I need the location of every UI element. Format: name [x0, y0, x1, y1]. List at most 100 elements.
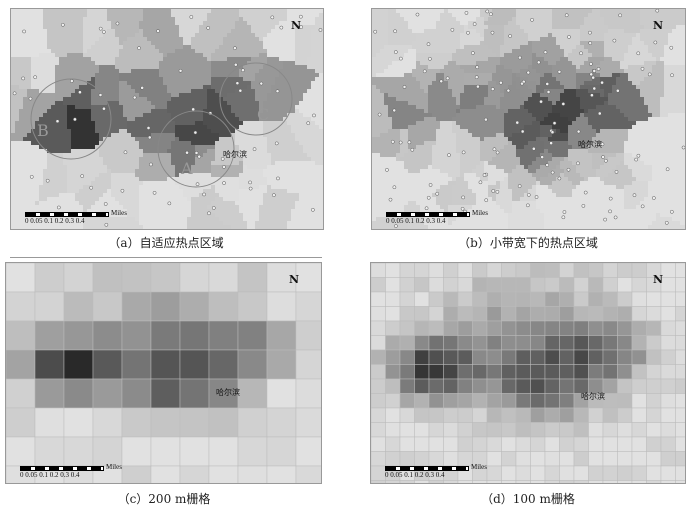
grid-cell: [646, 306, 662, 322]
grid-cell: [399, 480, 415, 483]
incident-point: [394, 224, 398, 228]
incident-point: [484, 117, 488, 122]
incident-point: [600, 142, 605, 147]
grid-cell: [443, 393, 459, 409]
incident-point: [596, 67, 601, 71]
incident-point: [233, 62, 238, 67]
north-arrow-icon: N: [652, 19, 663, 32]
map-panel-a: A B C N 哈尔滨 Miles 0 0.05 0.1 0.2 0.3 0.4: [10, 8, 324, 230]
incident-point: [460, 206, 465, 211]
grid-cell: [501, 378, 517, 394]
grid-cell: [266, 263, 297, 293]
incident-point: [185, 150, 189, 155]
grid-cell: [457, 277, 473, 293]
grid-cell: [121, 320, 152, 351]
grid-cell: [573, 263, 589, 278]
grid-cell: [617, 422, 633, 438]
grid-cell: [208, 407, 239, 438]
incident-point: [583, 190, 588, 195]
incident-point: [259, 81, 264, 86]
incident-point: [508, 34, 512, 38]
incident-point: [566, 167, 571, 172]
grid-cell: [428, 364, 444, 380]
incident-point: [612, 38, 617, 43]
grid-cell: [530, 263, 546, 278]
grid-cell: [573, 306, 589, 322]
incident-point: [520, 129, 525, 134]
map-panel-b: N 哈尔滨 Miles 0 0.05 0.1 0.2 0.3 0.4: [371, 8, 686, 230]
incident-point: [103, 202, 108, 206]
grid-cell: [588, 306, 604, 322]
grid-cell: [588, 422, 604, 438]
incident-point: [248, 180, 252, 185]
grid-cell: [602, 277, 618, 293]
grid-cell: [530, 306, 546, 322]
hotspot-label-b: B: [37, 121, 49, 140]
grid-cell: [646, 320, 662, 336]
grid-cell: [544, 306, 560, 322]
incident-point: [647, 72, 652, 77]
grid-cell: [472, 349, 488, 365]
grid-cell: [150, 263, 181, 293]
grid-cell: [237, 465, 268, 483]
incident-point: [562, 210, 567, 214]
grid-cell: [501, 393, 517, 409]
incident-point: [589, 62, 593, 66]
incident-point: [211, 206, 216, 210]
incident-point: [550, 130, 555, 135]
grid-cell: [631, 291, 647, 307]
incident-point: [80, 174, 85, 178]
incident-point: [132, 95, 137, 100]
grid-cell: [486, 465, 502, 481]
grid-cell: [675, 378, 685, 394]
grid-cell: [515, 364, 531, 380]
incident-point: [515, 120, 520, 125]
grid-cell: [544, 407, 560, 423]
grid-cell: [544, 465, 560, 481]
incident-point: [651, 196, 656, 200]
grid-cell: [544, 393, 560, 409]
grid-cell: [295, 436, 321, 467]
incident-point: [61, 22, 65, 27]
incident-point: [28, 96, 33, 101]
grid-cell: [501, 436, 517, 452]
incident-point: [603, 217, 607, 222]
grid-cell: [371, 320, 386, 336]
incident-point: [390, 139, 395, 144]
incident-point: [272, 193, 276, 197]
grid-cell: [617, 465, 633, 481]
caption-d: （d）100 m栅格: [481, 492, 575, 506]
grid-cell: [237, 291, 268, 322]
incident-point: [669, 45, 674, 50]
grid-cell: [179, 378, 210, 409]
grid-cell: [150, 465, 181, 483]
incident-point: [614, 170, 619, 174]
grid-cell: [544, 451, 560, 467]
grid-cell: [371, 436, 386, 452]
grid-cell: [150, 291, 181, 322]
incident-point: [608, 196, 613, 201]
grid-cell: [660, 465, 676, 481]
grid-cell: [675, 306, 685, 322]
grid-cell: [530, 436, 546, 452]
scale-bar: Miles 0 0.05 0.1 0.2 0.3 0.4: [25, 209, 127, 225]
incident-point: [576, 161, 580, 166]
grid-cell: [237, 436, 268, 467]
grid-cell: [385, 335, 401, 351]
incident-point: [613, 215, 618, 220]
grid-cell: [530, 335, 546, 351]
incident-point: [461, 150, 466, 155]
grid-cell: [179, 436, 210, 467]
grid-cell: [530, 364, 546, 380]
incident-point: [669, 209, 674, 214]
incident-point: [536, 60, 541, 65]
incident-point: [495, 189, 500, 194]
incident-point: [407, 140, 412, 145]
grid-cell: [602, 480, 618, 483]
grid-cell: [544, 436, 560, 452]
grid-cell: [208, 349, 239, 380]
grid-cell: [399, 378, 415, 394]
grid-cell: [34, 291, 65, 322]
divider: [10, 257, 322, 258]
incident-point: [178, 68, 183, 73]
